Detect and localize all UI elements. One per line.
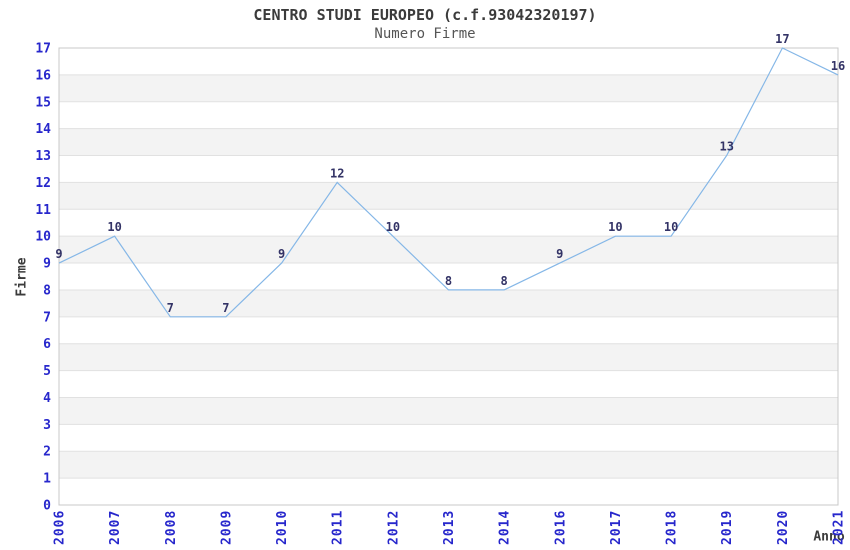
data-label: 8 [445, 274, 452, 288]
x-axis-title: Anno [813, 529, 845, 545]
data-label: 9 [278, 247, 285, 261]
plot-band [59, 74, 838, 102]
y-tick-label: 15 [35, 95, 51, 110]
plot-band [59, 451, 838, 479]
x-tick-label: 2009 [219, 510, 234, 545]
data-label: 10 [107, 220, 121, 234]
data-label: 7 [167, 301, 174, 315]
plot-band [59, 182, 838, 210]
x-tick-label: 2011 [331, 510, 346, 545]
plot-band [59, 397, 838, 425]
plot-band [59, 343, 838, 371]
y-tick-label: 8 [43, 283, 51, 298]
y-tick-label: 13 [35, 149, 51, 164]
x-tick-label: 2017 [609, 510, 624, 545]
x-tick-label: 2012 [386, 510, 401, 545]
x-tick-label: 2020 [776, 510, 791, 545]
x-tick-label: 2013 [442, 510, 457, 545]
y-tick-label: 1 [43, 472, 51, 487]
data-label: 10 [386, 220, 400, 234]
y-tick-label: 9 [43, 257, 51, 272]
y-tick-label: 11 [35, 203, 51, 218]
y-tick-label: 14 [35, 122, 51, 137]
y-tick-label: 16 [35, 68, 51, 83]
x-tick-label: 2021 [832, 510, 847, 545]
y-tick-label: 3 [43, 418, 51, 433]
x-tick-label: 2007 [108, 510, 123, 545]
x-tick-label: 2018 [665, 510, 680, 545]
data-label: 16 [831, 59, 845, 73]
series-line [58, 47, 839, 318]
x-tick-label: 2019 [720, 510, 735, 545]
plot-border [58, 47, 839, 506]
y-tick-label: 0 [43, 499, 51, 514]
y-tick-label: 2 [43, 445, 51, 460]
y-tick-label: 7 [43, 310, 51, 325]
data-label: 9 [55, 247, 62, 261]
data-label: 9 [556, 247, 563, 261]
x-tick-label: 2008 [164, 510, 179, 545]
data-label: 10 [608, 220, 622, 234]
x-tick-label: 2010 [275, 510, 290, 545]
chart-title: CENTRO STUDI EUROPEO (c.f.93042320197) [253, 6, 597, 24]
data-label: 17 [775, 32, 789, 46]
data-label: 10 [664, 220, 678, 234]
y-tick-label: 4 [43, 391, 51, 406]
data-label: 13 [719, 140, 733, 154]
y-tick-label: 5 [43, 364, 51, 379]
chart-subtitle: Numero Firme [374, 26, 476, 42]
y-tick-label: 12 [35, 176, 51, 191]
plot-band [59, 289, 838, 317]
plot-band [59, 236, 838, 264]
x-tick-label: 2014 [498, 510, 513, 545]
y-tick-label: 6 [43, 337, 51, 352]
data-label: 12 [330, 166, 344, 180]
y-tick-label: 17 [35, 42, 51, 57]
x-tick-label: 2016 [553, 510, 568, 545]
x-tick-label: 2006 [53, 510, 68, 545]
y-tick-label: 10 [35, 230, 51, 245]
plot-band [59, 128, 838, 156]
data-label: 8 [500, 274, 507, 288]
data-label: 7 [222, 301, 229, 315]
